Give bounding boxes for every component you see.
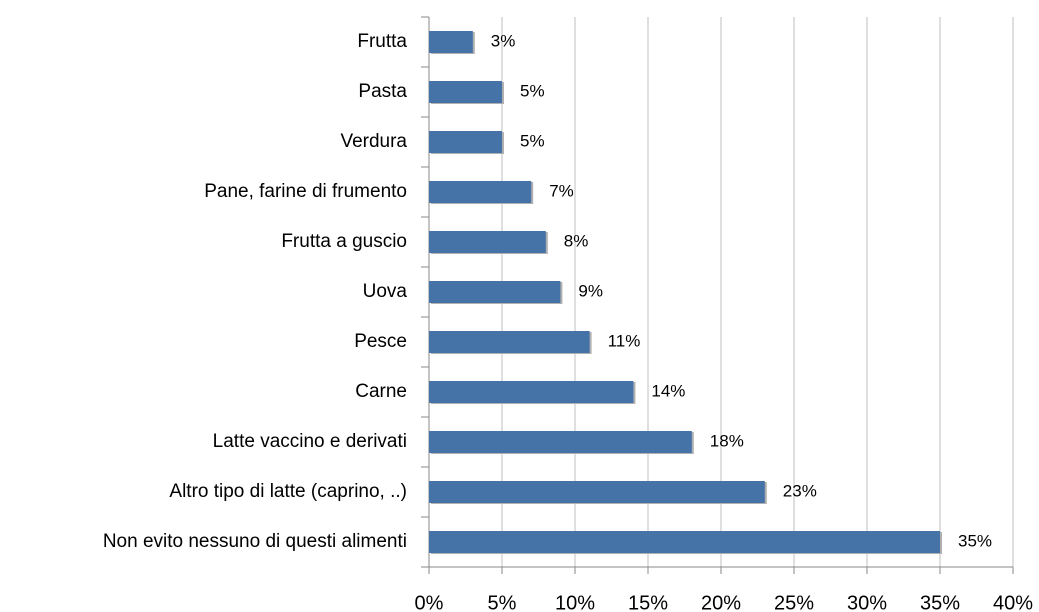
x-tick-label: 40% (993, 592, 1033, 612)
bar (429, 181, 532, 203)
bar (429, 331, 590, 353)
bar (429, 231, 546, 253)
value-label: 5% (520, 131, 545, 150)
y-tick-label: Frutta (357, 31, 407, 52)
bar (429, 531, 940, 553)
x-tick-label: 10% (555, 592, 595, 612)
x-tick-label: 15% (628, 592, 668, 612)
value-label: 14% (651, 381, 685, 400)
x-tick-label: 5% (488, 592, 517, 612)
y-tick-label: Pasta (358, 81, 407, 102)
bar (429, 31, 473, 53)
value-label: 7% (549, 181, 574, 200)
value-label: 9% (578, 281, 603, 300)
x-tick-label: 0% (415, 592, 444, 612)
x-tick-label: 35% (920, 592, 960, 612)
y-tick-label: Pesce (354, 331, 407, 352)
value-label: 11% (608, 331, 641, 350)
bar (429, 131, 502, 153)
value-label: 18% (710, 431, 744, 450)
x-tick-label: 25% (774, 592, 814, 612)
bar (429, 81, 502, 103)
y-tick-label: Non evito nessuno di questi alimenti (103, 531, 407, 552)
value-label: 8% (564, 231, 589, 250)
bar (429, 381, 634, 403)
y-tick-label: Verdura (340, 131, 407, 152)
bar (429, 281, 561, 303)
y-tick-label: Carne (355, 381, 407, 402)
y-tick-label: Pane, farine di frumento (204, 181, 407, 202)
y-tick-label: Uova (363, 281, 408, 302)
bar (429, 431, 692, 453)
value-label: 3% (491, 31, 516, 50)
value-label: 5% (520, 81, 545, 100)
x-tick-label: 20% (701, 592, 741, 612)
value-label: 35% (958, 531, 992, 550)
x-tick-label: 30% (847, 592, 887, 612)
value-label: 23% (783, 481, 817, 500)
y-tick-label: Latte vaccino e derivati (213, 431, 407, 452)
y-tick-label: Frutta a guscio (281, 231, 407, 252)
y-tick-label: Altro tipo di latte (caprino, ..) (169, 481, 407, 502)
bar (429, 481, 765, 503)
